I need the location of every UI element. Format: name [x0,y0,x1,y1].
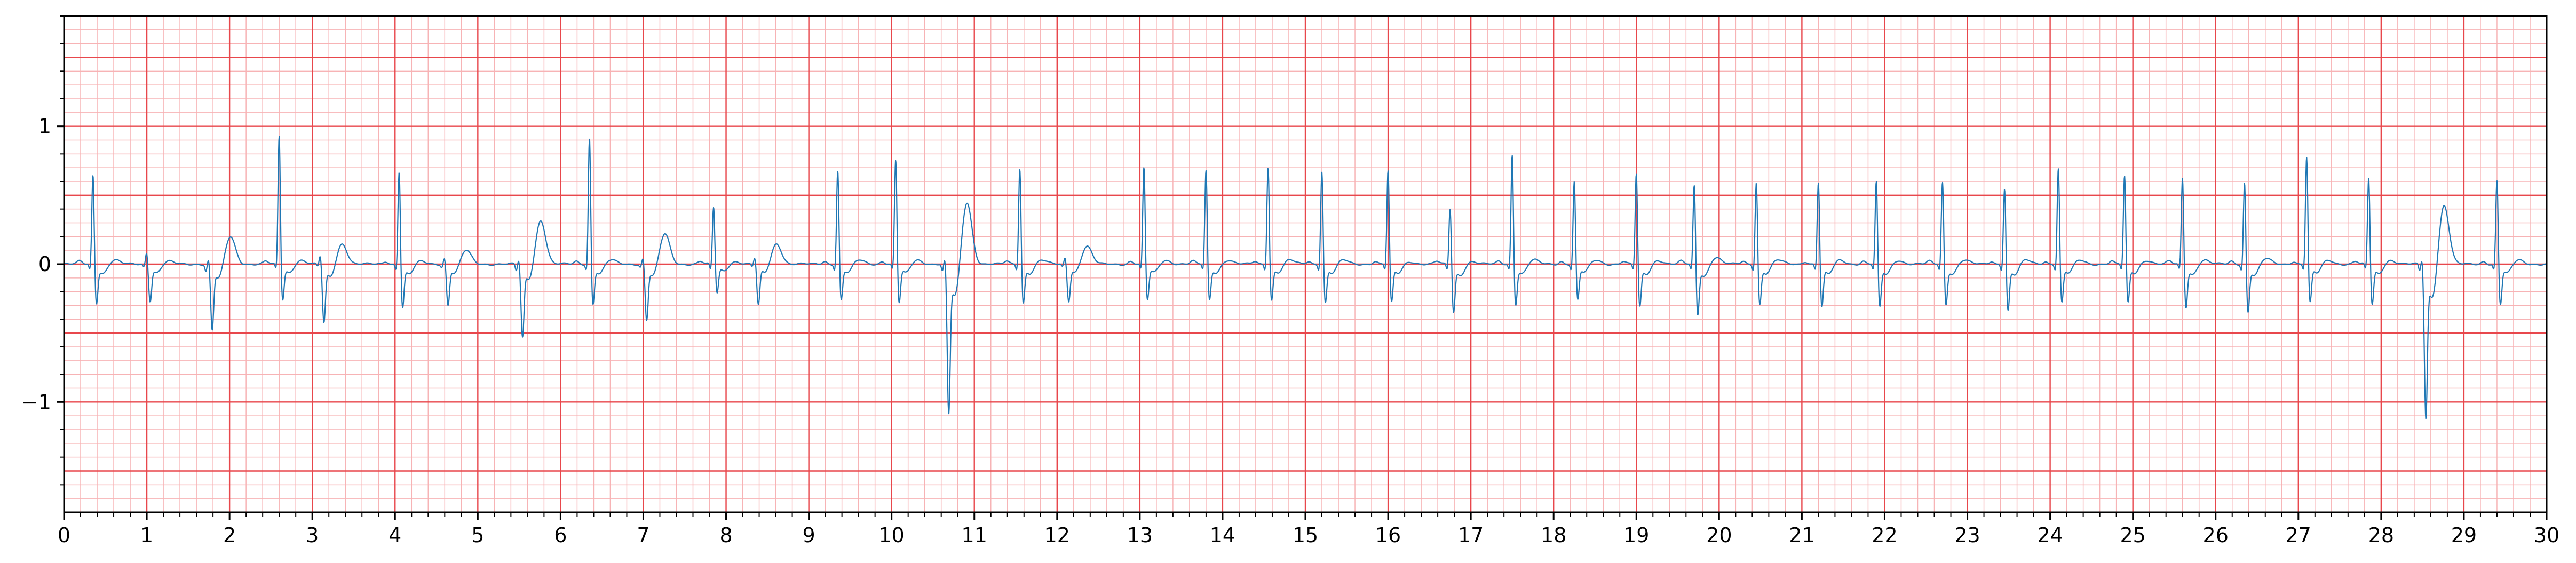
x-tick-label: 19 [1623,524,1649,547]
x-tick-label: 24 [2037,524,2063,547]
ecg-trace-line [64,136,2547,420]
x-tick-label: 16 [1375,524,1401,547]
x-tick-label: 11 [962,524,987,547]
x-tick-label: 2 [223,524,236,547]
x-tick-label: 9 [803,524,815,547]
y-tick-label: 1 [38,115,51,138]
x-tick-label: 29 [2451,524,2477,547]
x-tick-label: 12 [1044,524,1070,547]
x-tick-label: 1 [140,524,153,547]
x-tick-label: 14 [1210,524,1235,547]
x-tick-label: 23 [1954,524,1980,547]
x-tick-label: 25 [2120,524,2145,547]
x-tick-label: 4 [389,524,401,547]
x-tick-label: 6 [554,524,567,547]
axis-ticks [57,15,2548,520]
x-tick-label: 13 [1127,524,1153,547]
x-tick-label: 17 [1458,524,1484,547]
x-tick-label: 18 [1541,524,1566,547]
x-tick-label: 21 [1789,524,1814,547]
x-tick-label: 0 [58,524,70,547]
y-tick-label: −1 [21,390,51,414]
x-tick-label: 30 [2534,524,2559,547]
x-tick-label: 8 [719,524,732,547]
x-tick-label: 22 [1872,524,1897,547]
x-tick-label: 7 [637,524,649,547]
x-tick-label: 5 [471,524,484,547]
x-tick-label: 20 [1706,524,1732,547]
x-tick-label: 15 [1293,524,1318,547]
x-tick-label: 28 [2368,524,2394,547]
y-tick-label: 0 [38,252,51,276]
x-tick-label: 10 [878,524,904,547]
y-axis-tick-labels: 1 0 −1 [21,115,51,414]
x-tick-label: 3 [306,524,319,547]
x-tick-label: 27 [2286,524,2311,547]
x-axis-tick-labels: 0 1 2 3 4 5 6 7 8 9 10 11 12 13 14 15 16 17 18 19 20 21 22 23 24… [58,524,2559,547]
x-tick-label: 26 [2203,524,2229,547]
